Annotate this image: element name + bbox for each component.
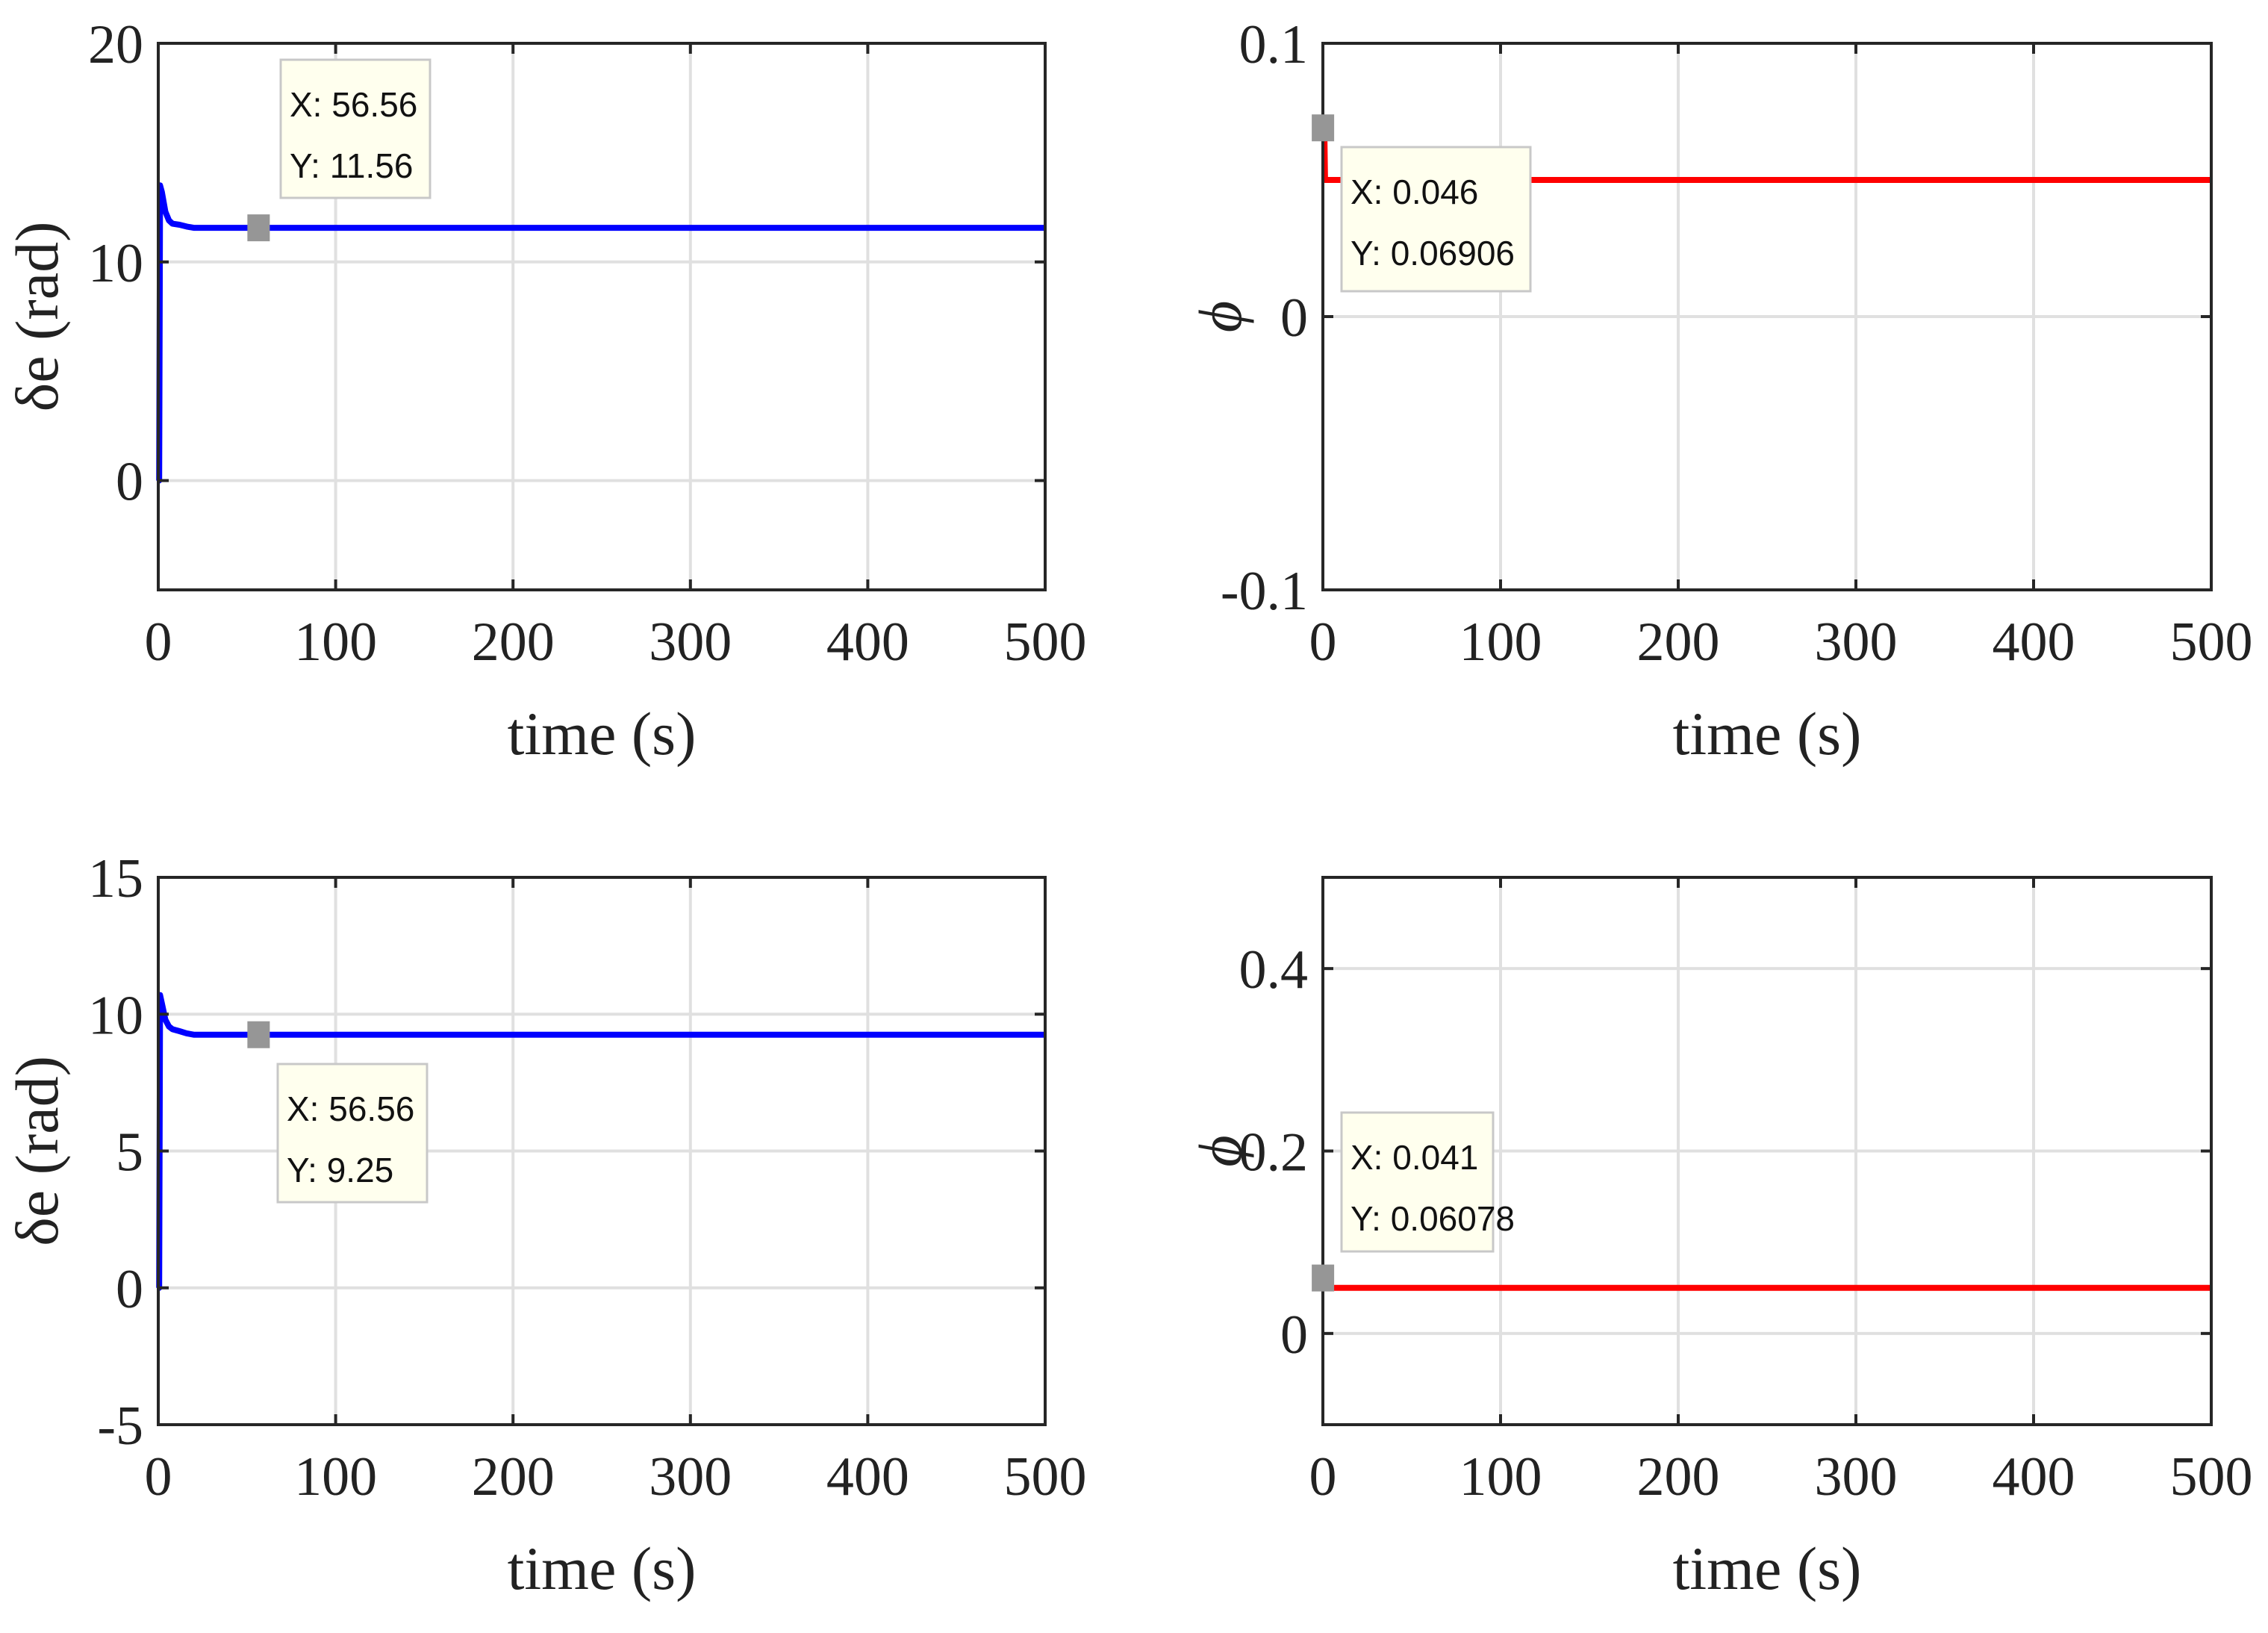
datatip-marker[interactable] bbox=[1312, 114, 1335, 142]
x-tick-label: 400 bbox=[1993, 1446, 2075, 1508]
y-tick-label: 0.2 bbox=[1239, 1122, 1309, 1183]
x-tick-label: 300 bbox=[649, 1446, 732, 1508]
x-axis-label: time (s) bbox=[1673, 1534, 1862, 1602]
datatip-y-text: Y: 9.25 bbox=[287, 1151, 393, 1189]
x-tick-label: 100 bbox=[1459, 612, 1542, 673]
series-line bbox=[156, 992, 1045, 1291]
x-tick-label: 200 bbox=[1637, 612, 1720, 673]
x-axis-label: time (s) bbox=[1673, 700, 1862, 768]
x-tick-label: 400 bbox=[1993, 612, 2075, 673]
datatip-x-text: X: 56.56 bbox=[290, 85, 417, 124]
y-tick-label: 0.4 bbox=[1239, 939, 1309, 1001]
x-tick-label: 100 bbox=[1459, 1446, 1542, 1508]
x-tick-label: 500 bbox=[1004, 1446, 1087, 1508]
datatip-y-text: Y: 11.56 bbox=[290, 146, 413, 185]
y-tick-label: 20 bbox=[88, 14, 143, 75]
x-tick-label: 0 bbox=[1309, 1446, 1337, 1508]
y-tick-label: 0 bbox=[116, 1259, 143, 1320]
y-tick-label: 15 bbox=[88, 848, 143, 909]
x-tick-label: 200 bbox=[472, 1446, 555, 1508]
series-line bbox=[156, 182, 1045, 484]
x-tick-label: 200 bbox=[472, 612, 555, 673]
datatip-x-text: X: 0.046 bbox=[1350, 172, 1478, 211]
y-tick-label: 0 bbox=[1280, 287, 1308, 349]
datatip-box bbox=[1340, 1111, 1495, 1253]
datatip-box bbox=[1340, 146, 1532, 293]
y-tick-label: 0.1 bbox=[1239, 14, 1309, 75]
x-axis-label: time (s) bbox=[508, 700, 697, 768]
datatip-x-text: X: 0.041 bbox=[1350, 1138, 1478, 1177]
x-tick-label: 500 bbox=[2170, 1446, 2253, 1508]
datatip-box bbox=[279, 58, 432, 199]
datatip-marker[interactable] bbox=[247, 214, 270, 242]
y-tick-label: 0 bbox=[1280, 1304, 1308, 1366]
x-tick-label: 0 bbox=[145, 612, 172, 673]
x-tick-label: 200 bbox=[1637, 1446, 1720, 1508]
datatip-marker[interactable] bbox=[247, 1021, 270, 1048]
y-tick-label: 0 bbox=[116, 452, 143, 513]
x-tick-label: 300 bbox=[1815, 1446, 1898, 1508]
datatip-marker[interactable] bbox=[1312, 1264, 1335, 1292]
y-axis-label: ϕ bbox=[1186, 301, 1254, 332]
y-tick-label: 10 bbox=[88, 985, 143, 1046]
x-tick-label: 300 bbox=[649, 612, 732, 673]
y-axis-label: δe (rad) bbox=[3, 222, 71, 412]
y-axis-label: δe (rad) bbox=[3, 1056, 71, 1246]
y-tick-label: -0.1 bbox=[1221, 561, 1308, 622]
y-axis-label: ϕ bbox=[1186, 1135, 1254, 1166]
axes-box bbox=[157, 42, 1047, 591]
datatip-y-text: Y: 0.06078 bbox=[1350, 1199, 1515, 1238]
x-tick-label: 500 bbox=[2170, 612, 2253, 673]
y-tick-label: -5 bbox=[97, 1396, 143, 1457]
series-line bbox=[1320, 1278, 2211, 1291]
y-tick-label: 5 bbox=[116, 1122, 143, 1183]
datatip-box bbox=[276, 1063, 429, 1204]
x-tick-label: 500 bbox=[1004, 612, 1087, 673]
x-tick-label: 100 bbox=[294, 1446, 377, 1508]
x-tick-label: 300 bbox=[1815, 612, 1898, 673]
chart-panel-4: 0 100 200 300 400 500 0 0.2 0.4 time (s) ϕ X: 0.041… bbox=[1186, 876, 2253, 1602]
x-tick-label: 0 bbox=[145, 1446, 172, 1508]
x-tick-label: 100 bbox=[294, 612, 377, 673]
x-tick-label: 400 bbox=[826, 1446, 909, 1508]
x-axis-label: time (s) bbox=[508, 1534, 697, 1602]
x-tick-label: 0 bbox=[1309, 612, 1337, 673]
x-tick-label: 400 bbox=[826, 612, 909, 673]
y-tick-label: 10 bbox=[88, 233, 143, 294]
chart-panel-1: 0 100 200 300 400 500 0 10 20 time (s) δe (rad) X: … bbox=[3, 14, 1087, 768]
datatip-x-text: X: 56.56 bbox=[287, 1089, 414, 1128]
datatip-y-text: Y: 0.06906 bbox=[1350, 234, 1515, 273]
